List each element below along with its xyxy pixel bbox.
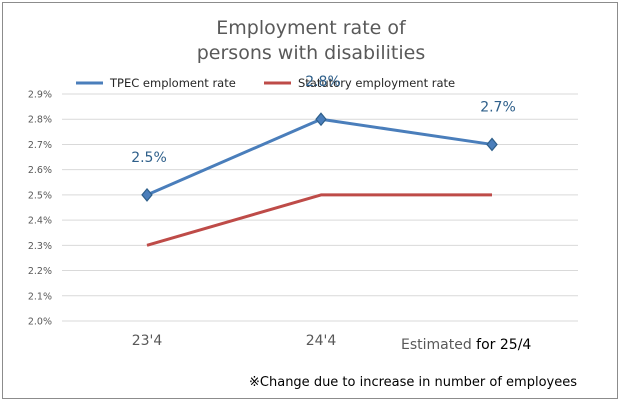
series-layer	[141, 112, 498, 247]
y-tick-label: 2.9%	[28, 90, 52, 101]
footnote: ※Change due to increase in number of emp…	[249, 375, 577, 390]
series-line	[146, 117, 493, 197]
series-line	[146, 193, 492, 247]
legend: TPEC emploment rate Statutory employment…	[76, 76, 455, 90]
x-tick-label-suffix: for 25/4	[472, 337, 532, 353]
y-tick-label: 2.5%	[28, 190, 52, 201]
y-tick-label: 2.4%	[28, 216, 52, 227]
y-tick-label: 2.0%	[28, 317, 52, 328]
gridlines	[62, 93, 578, 322]
legend-label-statutory: Statutory employment rate	[298, 76, 455, 90]
data-label: 2.8%	[305, 74, 341, 90]
y-axis: 2.0% 2.1% 2.2% 2.3% 2.4% 2.5% 2.6% 2.7% 2.8% 2.9%	[28, 90, 52, 328]
y-tick-label: 2.8%	[28, 115, 52, 126]
chart-title-line2: persons with disabilities	[197, 42, 426, 64]
data-point	[486, 137, 498, 152]
data-label: 2.7%	[480, 99, 516, 115]
y-tick-label: 2.7%	[28, 140, 52, 151]
chart-frame	[2, 2, 618, 399]
chart-title-line1: Employment rate of	[216, 17, 407, 39]
data-point	[315, 112, 327, 127]
y-tick-label: 2.1%	[28, 291, 52, 302]
data-label: 2.5%	[131, 150, 167, 166]
x-tick-label-prefix: Estimated	[401, 337, 472, 353]
y-tick-label: 2.6%	[28, 165, 52, 176]
x-axis: 23'4 24'4 Estimated for 25/4	[132, 333, 532, 353]
data-point	[141, 187, 153, 202]
x-tick-label: 24'4	[306, 333, 337, 349]
y-tick-label: 2.3%	[28, 241, 52, 252]
x-tick-label: Estimated for 25/4	[401, 337, 531, 353]
legend-label-tpec: TPEC emploment rate	[109, 76, 236, 90]
data-labels: 2.5% 2.8% 2.7%	[131, 74, 516, 166]
x-tick-label: 23'4	[132, 333, 163, 349]
y-tick-label: 2.2%	[28, 266, 52, 277]
